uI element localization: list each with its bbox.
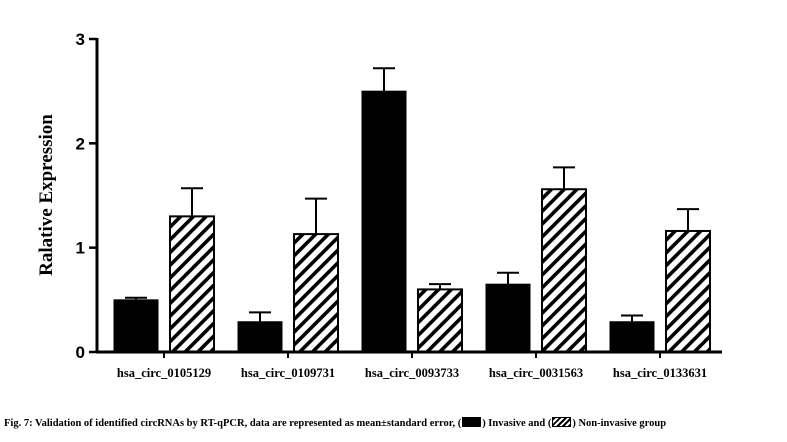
figure-caption: Fig. 7: Validation of identified circRNA… bbox=[4, 417, 787, 429]
caption-middle: ) Invasive and ( bbox=[482, 418, 552, 429]
error-bar-invasive-1 bbox=[125, 296, 147, 300]
y-tick-label-3: 3 bbox=[76, 30, 85, 49]
error-bar-invasive-5 bbox=[621, 314, 643, 322]
x-tick-label-4: hsa_circ_0031563 bbox=[489, 366, 583, 380]
bar-invasive-3 bbox=[361, 90, 407, 353]
bar-invasive-5 bbox=[609, 321, 655, 353]
x-tick-label-2: hsa_circ_0109731 bbox=[241, 366, 335, 380]
bar-non-invasive-1 bbox=[169, 215, 215, 353]
error-bar-invasive-2 bbox=[249, 311, 271, 322]
error-bar-invasive-3 bbox=[373, 67, 395, 92]
bar-non-invasive-3 bbox=[417, 288, 463, 353]
bar-invasive-1 bbox=[113, 299, 159, 353]
error-bar-non-invasive-3 bbox=[429, 283, 451, 290]
non-invasive-legend-swatch bbox=[552, 417, 572, 427]
bar-invasive-2 bbox=[237, 321, 283, 353]
bars-layer bbox=[113, 67, 711, 353]
error-bar-non-invasive-5 bbox=[677, 208, 699, 231]
error-bar-invasive-4 bbox=[497, 271, 519, 285]
axes-layer: hsa_circ_0105129 hsa_circ_0109731 hsa_circ… bbox=[76, 30, 722, 380]
bar-non-invasive-5 bbox=[665, 229, 711, 353]
bar-non-invasive-2 bbox=[293, 233, 339, 353]
invasive-legend-swatch bbox=[462, 417, 482, 427]
error-bar-non-invasive-4 bbox=[553, 166, 575, 190]
x-tick-label-5: hsa_circ_0133631 bbox=[613, 366, 707, 380]
bar-non-invasive-4 bbox=[541, 188, 587, 353]
caption-suffix: ) Non-invasive group bbox=[572, 418, 667, 429]
caption-prefix: Fig. 7: Validation of identified circRNA… bbox=[4, 418, 462, 429]
error-bar-non-invasive-1 bbox=[181, 187, 203, 217]
y-axis-label: Ralative Expression bbox=[36, 114, 57, 276]
bar-invasive-4 bbox=[485, 283, 531, 353]
y-tick-label-2: 2 bbox=[76, 134, 85, 153]
x-tick-label-3: hsa_circ_0093733 bbox=[365, 366, 459, 380]
x-tick-label-1: hsa_circ_0105129 bbox=[117, 366, 211, 380]
bar-chart: hsa_circ_0105129 hsa_circ_0109731 hsa_circ… bbox=[36, 30, 722, 380]
error-bar-non-invasive-2 bbox=[305, 197, 327, 235]
y-tick-label-1: 1 bbox=[76, 239, 85, 258]
y-tick-label-0: 0 bbox=[76, 343, 85, 362]
